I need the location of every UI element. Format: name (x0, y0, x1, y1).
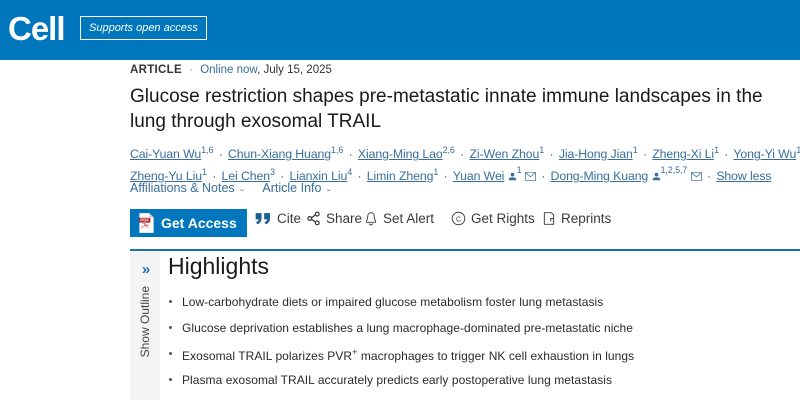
svg-text:PDF: PDF (140, 218, 149, 223)
svg-text:C: C (456, 216, 461, 223)
